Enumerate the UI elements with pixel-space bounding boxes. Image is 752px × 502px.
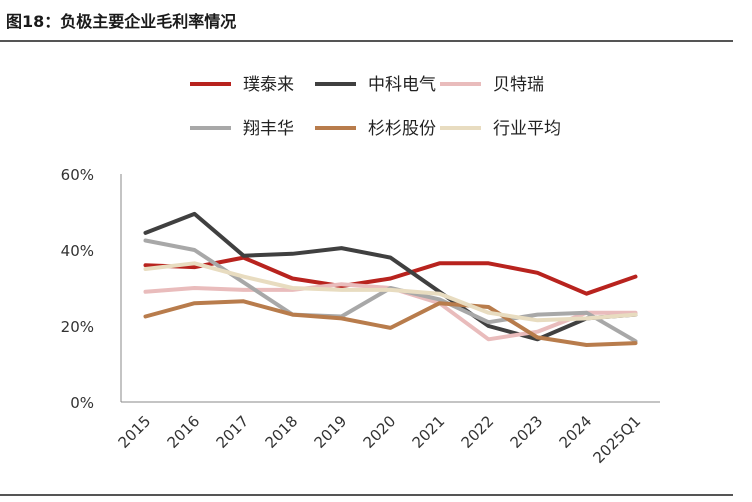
y-tick-label: 40% bbox=[61, 242, 94, 260]
x-axis: 2015 2016 2017 2018 2019 2020 2021 2022 2023 2024… bbox=[115, 401, 660, 467]
x-tick-label: 2016 bbox=[164, 412, 204, 452]
legend-label: 杉杉股份 bbox=[368, 119, 436, 139]
figure-title: 图18：负极主要企业毛利率情况 bbox=[6, 12, 237, 31]
series-line bbox=[143, 261, 638, 323]
legend-label: 行业平均 bbox=[493, 119, 561, 139]
x-tick-label: 2022 bbox=[458, 412, 498, 452]
x-tick-label: 2017 bbox=[213, 412, 253, 452]
series-line bbox=[143, 211, 638, 342]
series-line bbox=[143, 255, 638, 296]
x-tick-label: 2015 bbox=[115, 412, 155, 452]
x-tick-label: 2024 bbox=[556, 412, 596, 452]
x-tick-label: 2025Q1 bbox=[590, 412, 645, 467]
legend-label: 翔丰华 bbox=[243, 119, 294, 139]
series-lines bbox=[143, 211, 638, 347]
legend-label: 璞泰来 bbox=[243, 75, 294, 95]
y-axis: 0% 20% 40% 60% bbox=[61, 166, 122, 412]
y-tick-label: 0% bbox=[70, 394, 94, 412]
y-tick-label: 20% bbox=[61, 318, 94, 336]
series-line bbox=[143, 299, 638, 347]
top-divider bbox=[0, 40, 733, 42]
legend-label: 中科电气 bbox=[368, 75, 436, 95]
x-tick-label: 2018 bbox=[262, 412, 302, 452]
y-tick-label: 60% bbox=[61, 166, 94, 184]
legend-label: 贝特瑞 bbox=[493, 75, 544, 95]
x-tick-label: 2020 bbox=[360, 412, 400, 452]
x-tick-label: 2019 bbox=[311, 412, 351, 452]
bottom-divider bbox=[0, 494, 733, 496]
x-tick-label: 2021 bbox=[409, 412, 449, 452]
x-tick-label: 2023 bbox=[507, 412, 547, 452]
